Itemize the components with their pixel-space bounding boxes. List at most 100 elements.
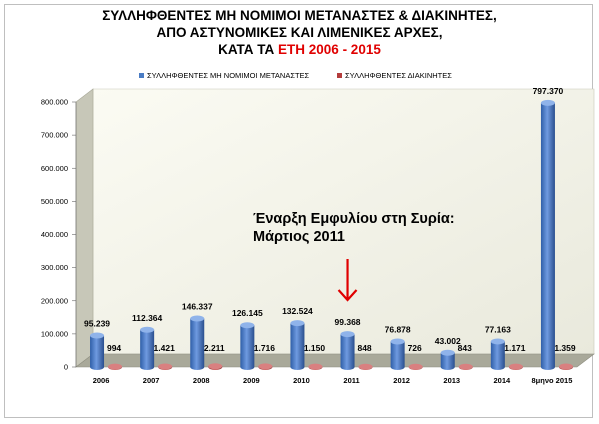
- chart-title-line-3-prefix: ΚΑΤΑ ΤΑ: [218, 42, 279, 57]
- bar-smugglers-top: [108, 363, 123, 370]
- annotation-line-1: Έναρξη Εμφυλίου στη Συρία:: [253, 211, 455, 227]
- x-category-label: 2011: [343, 376, 359, 385]
- legend-item-migrants: ΣΥΛΛΗΦΘΕΝΤΕΣ ΜΗ ΝΟΜΙΜΟΙ ΜΕΤΑΝΑΣΤΕΣ: [139, 71, 309, 80]
- bar-smugglers-top: [458, 363, 473, 370]
- bar-smugglers-top: [558, 363, 573, 370]
- x-category-label: 2008: [193, 376, 210, 385]
- bar-migrants-top: [290, 320, 305, 327]
- y-tick-label: 700.000: [41, 131, 68, 140]
- bar-migrants: [240, 322, 255, 370]
- legend-swatch-migrants: [139, 73, 144, 78]
- bar-migrants: [290, 320, 305, 370]
- bar-migrants-body: [90, 335, 105, 370]
- bar-smugglers: [308, 363, 323, 370]
- chart-title-line-3: ΚΑΤΑ ΤΑ ΕΤΗ 2006 - 2015: [0, 42, 599, 57]
- bar-smugglers-top: [408, 363, 423, 370]
- data-label-smugglers: 843: [458, 343, 472, 353]
- bar-smugglers-top: [158, 363, 173, 370]
- bar-smugglers-top: [508, 363, 523, 370]
- y-tick-label: 600.000: [41, 164, 68, 173]
- chart-title-line-1: ΣΥΛΛΗΦΘΕΝΤΕΣ ΜΗ ΝΟΜΙΜΟΙ ΜΕΤΑΝΑΣΤΕΣ & ΔΙΑ…: [102, 8, 497, 23]
- data-label-migrants: 43.002: [435, 336, 461, 346]
- bar-migrants: [540, 99, 555, 370]
- bar-migrants-body: [240, 325, 255, 370]
- annotation-line-2: Μάρτιος 2011: [253, 229, 345, 245]
- x-category-label: 2009: [243, 376, 260, 385]
- bar-migrants-top: [90, 332, 105, 339]
- bar-migrants-body: [290, 323, 305, 370]
- annotation-arrow-head: [337, 289, 358, 302]
- bar-smugglers-top: [208, 363, 223, 370]
- x-category-label: 2013: [443, 376, 460, 385]
- y-tick-label: 300.000: [41, 263, 68, 272]
- x-category-label: 2006: [93, 376, 110, 385]
- bar-smugglers: [158, 363, 173, 370]
- data-label-smugglers: 1.716: [254, 343, 276, 353]
- bar-smugglers: [108, 363, 123, 370]
- bar-migrants-top: [190, 315, 205, 322]
- data-label-migrants: 146.337: [182, 302, 213, 312]
- bar-smugglers: [458, 363, 473, 370]
- data-label-migrants: 112.364: [132, 313, 163, 323]
- bar-migrants-body: [390, 341, 405, 370]
- bar-smugglers: [408, 363, 423, 370]
- bar-smugglers-top: [358, 363, 373, 370]
- y-tick-label: 200.000: [41, 296, 68, 305]
- bar-migrants-top: [240, 322, 255, 329]
- bar-migrants-top: [440, 349, 455, 356]
- bar-migrants: [90, 332, 105, 370]
- bar-smugglers: [258, 363, 273, 370]
- data-label-migrants: 797.370: [533, 86, 564, 96]
- data-label-migrants: 126.145: [232, 308, 263, 318]
- bar-migrants-top: [340, 331, 355, 338]
- data-label-migrants: 99.368: [335, 317, 361, 327]
- bar-migrants: [190, 315, 205, 370]
- legend-swatch-smugglers: [337, 73, 342, 78]
- legend-label-smugglers: ΣΥΛΛΗΦΘΕΝΤΕΣ ΔΙΑΚΙΝΗΤΕΣ: [345, 71, 452, 80]
- bar-smugglers: [358, 363, 373, 370]
- y-tick-label: 100.000: [41, 329, 68, 338]
- y-tick-label: 500.000: [41, 197, 68, 206]
- bar-smugglers: [508, 363, 523, 370]
- data-label-migrants: 77.163: [485, 324, 511, 334]
- x-category-label: 2014: [494, 376, 512, 385]
- data-label-smugglers: 1.150: [304, 343, 326, 353]
- x-category-label: 2007: [143, 376, 160, 385]
- bar-migrants-top: [140, 326, 155, 333]
- legend-item-smugglers: ΣΥΛΛΗΦΘΕΝΤΕΣ ΔΙΑΚΙΝΗΤΕΣ: [337, 71, 452, 80]
- data-label-smugglers: 726: [408, 343, 422, 353]
- chart-title-line-3-highlight: ΕΤΗ 2006 - 2015: [278, 42, 381, 57]
- bar-smugglers: [208, 363, 223, 370]
- x-category-label: 2010: [293, 376, 310, 385]
- bar-migrants: [440, 349, 455, 370]
- bar-migrants: [490, 338, 505, 370]
- data-label-migrants: 95.239: [84, 318, 110, 328]
- data-label-migrants: 76.878: [385, 325, 411, 335]
- x-category-label: 8μηνο 2015: [532, 376, 573, 385]
- bar-smugglers-top: [258, 363, 273, 370]
- bar-migrants-top: [390, 338, 405, 345]
- y-tick-label: 400.000: [41, 230, 68, 239]
- data-label-smugglers: 848: [357, 343, 371, 353]
- bar-migrants-body: [440, 352, 455, 370]
- bar-migrants: [390, 338, 405, 370]
- data-label-smugglers: 1.421: [154, 343, 176, 353]
- y-tick-label: 0: [64, 363, 68, 372]
- x-category-label: 2012: [393, 376, 410, 385]
- data-label-smugglers: 1.359: [554, 343, 576, 353]
- bar-smugglers-top: [308, 363, 323, 370]
- data-label-smugglers: 994: [107, 343, 121, 353]
- y-tick-label: 800.000: [41, 98, 68, 107]
- legend-label-migrants: ΣΥΛΛΗΦΘΕΝΤΕΣ ΜΗ ΝΟΜΙΜΟΙ ΜΕΤΑΝΑΣΤΕΣ: [147, 71, 310, 80]
- data-label-smugglers: 1.171: [504, 343, 526, 353]
- chart-title-line-2: ΑΠΟ ΑΣΤΥΝΟΜΙΚΕΣ ΚΑΙ ΛΙΜΕΝΙΚΕΣ ΑΡΧΕΣ,: [156, 25, 443, 40]
- bar-migrants-body: [540, 102, 555, 370]
- data-label-smugglers: 2.211: [204, 343, 225, 353]
- bar-migrants: [140, 326, 155, 370]
- bar-migrants-body: [340, 334, 355, 370]
- bar-migrants: [340, 331, 355, 370]
- bar-migrants-top: [540, 99, 555, 106]
- bar-migrants-top: [490, 338, 505, 345]
- data-label-migrants: 132.524: [282, 306, 313, 316]
